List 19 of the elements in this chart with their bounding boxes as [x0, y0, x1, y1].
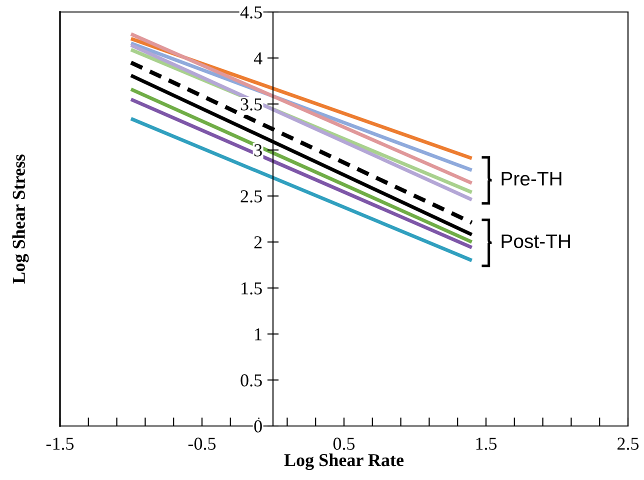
x-tick-label: 1.5 [476, 438, 497, 450]
x-tick-label: 2.5 [618, 438, 639, 450]
annotation: Pre-TH [502, 172, 562, 186]
y-tick-label: 0.5 [240, 374, 262, 387]
y-tick-label: 1.5 [242, 282, 262, 295]
x-tick-label: -0.5 [188, 438, 216, 450]
x-tick-label: -1.5 [46, 438, 74, 450]
y-tick-label: 2.5 [240, 190, 262, 203]
y-tick-label: 4 [254, 52, 262, 64]
x-tick-label: 0.5 [333, 438, 355, 450]
x-axis-title: Log Shear Rate [284, 453, 404, 470]
annotation: Post-TH [502, 234, 570, 248]
y-tick-label: 0 [254, 420, 262, 432]
y-axis-title: Log Shear Stress [12, 154, 29, 284]
y-tick-label: 3 [254, 144, 262, 156]
y-tick-label: 1 [255, 328, 262, 340]
y-tick-label: 3.5 [240, 98, 262, 111]
y-tick-label: 4.5 [240, 6, 262, 19]
y-tick-label: 2 [254, 236, 262, 248]
